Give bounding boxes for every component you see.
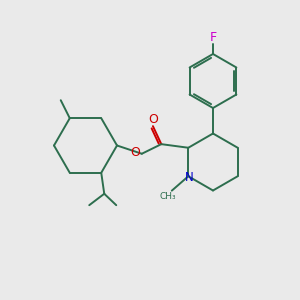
Text: O: O: [130, 146, 140, 159]
Text: F: F: [209, 31, 217, 44]
Text: CH₃: CH₃: [160, 192, 176, 201]
Text: N: N: [185, 171, 194, 184]
Text: O: O: [148, 113, 158, 126]
